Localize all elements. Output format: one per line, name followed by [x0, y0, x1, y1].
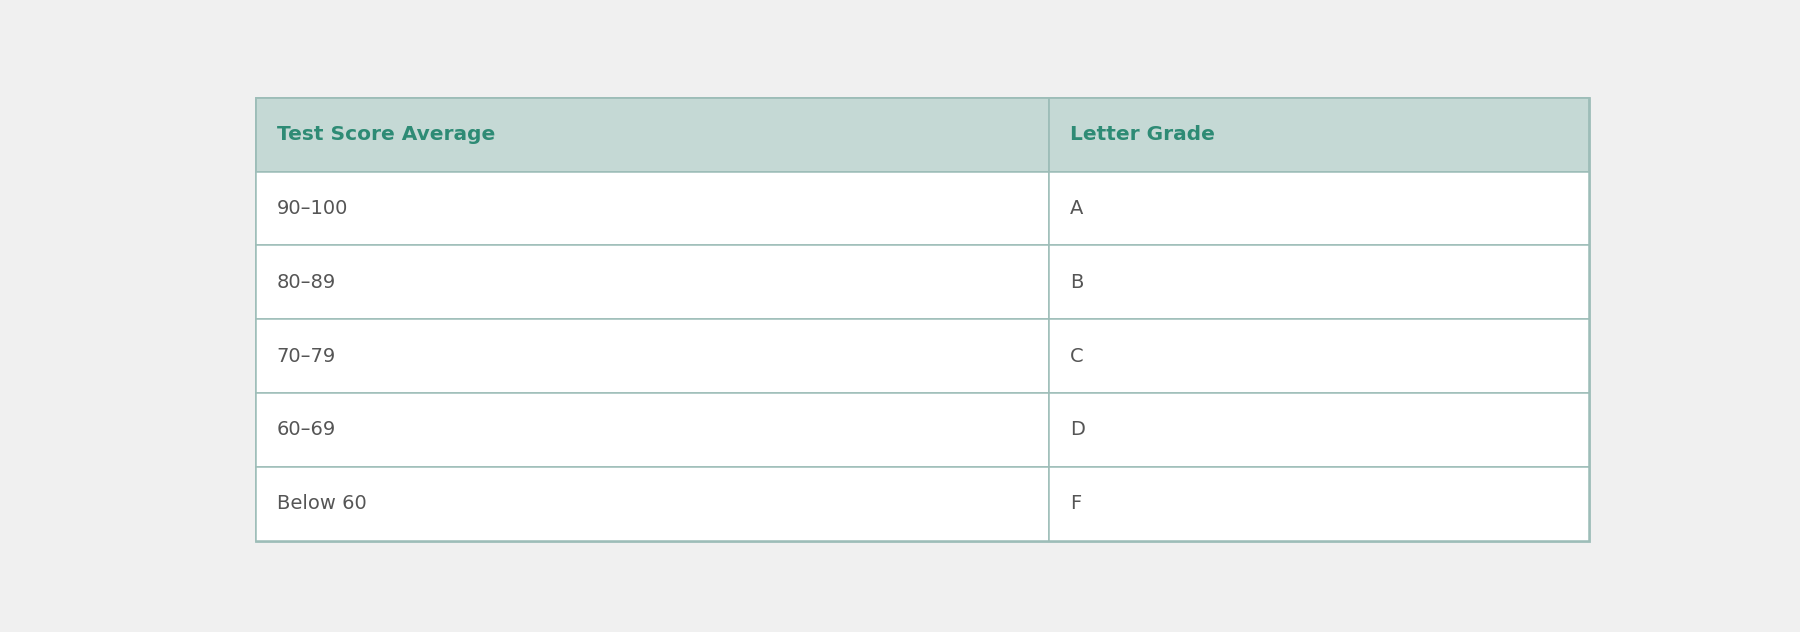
Text: 80–89: 80–89	[277, 273, 337, 292]
Text: Letter Grade: Letter Grade	[1071, 125, 1215, 144]
Bar	[256, 171, 1049, 245]
Text: F: F	[1071, 494, 1082, 513]
Text: C: C	[1071, 346, 1084, 365]
Text: Test Score Average: Test Score Average	[277, 125, 495, 144]
Text: D: D	[1071, 420, 1085, 439]
Bar	[256, 319, 1049, 393]
Bar	[1049, 171, 1589, 245]
Text: 60–69: 60–69	[277, 420, 337, 439]
Bar	[1049, 245, 1589, 319]
Bar	[256, 245, 1049, 319]
Bar	[1049, 319, 1589, 393]
Bar	[1049, 98, 1589, 171]
Text: Below 60: Below 60	[277, 494, 367, 513]
Bar	[256, 393, 1049, 467]
Text: A: A	[1071, 199, 1084, 218]
Bar	[256, 467, 1049, 540]
Text: 90–100: 90–100	[277, 199, 347, 218]
Text: B: B	[1071, 273, 1084, 292]
Bar	[256, 98, 1049, 171]
Bar	[1049, 467, 1589, 540]
Bar	[1049, 393, 1589, 467]
Text: 70–79: 70–79	[277, 346, 337, 365]
